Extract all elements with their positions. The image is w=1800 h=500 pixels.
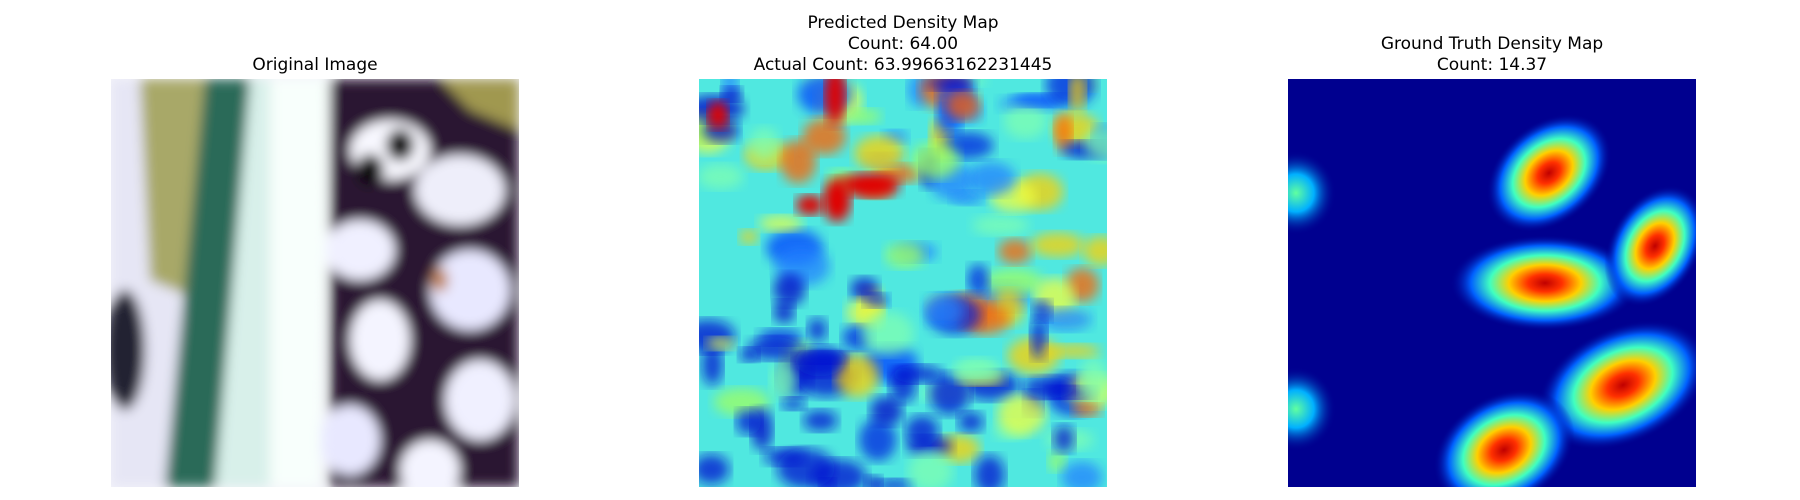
density-blob <box>870 396 904 426</box>
panel-title: Ground Truth Density Map <box>1381 34 1603 54</box>
density-blob <box>997 394 1046 436</box>
original-image <box>111 79 519 487</box>
density-blob <box>892 365 943 384</box>
density-blob <box>1084 125 1107 161</box>
density-blob <box>1030 317 1048 359</box>
panel-title: Original Image <box>252 55 377 75</box>
density-blob <box>780 139 817 184</box>
density-blob <box>777 448 835 487</box>
density-blob <box>738 347 759 362</box>
density-blob <box>854 135 905 172</box>
density-blob <box>967 263 989 296</box>
density-blob <box>875 479 914 487</box>
density-blob <box>861 311 914 355</box>
density-blob <box>773 273 806 306</box>
density-blob <box>1030 232 1085 258</box>
density-blob <box>908 450 953 487</box>
density-blob <box>863 292 889 308</box>
density-blob <box>1022 376 1075 399</box>
density-blob <box>984 268 1043 296</box>
density-blob <box>1054 112 1073 153</box>
density-blob <box>795 346 845 377</box>
density-blob <box>845 108 882 124</box>
density-blob <box>945 90 981 121</box>
density-blob <box>781 397 806 411</box>
density-blob <box>859 418 897 462</box>
density-blob <box>713 388 770 417</box>
density-blob <box>701 344 723 386</box>
density-blob <box>926 79 976 91</box>
density-peak <box>840 173 900 197</box>
ground-truth-density-image <box>1288 79 1696 487</box>
density-blob <box>1072 403 1102 417</box>
density-blob <box>770 361 797 399</box>
density-blob <box>884 242 925 269</box>
density-blob <box>699 164 744 190</box>
density-blob <box>736 408 762 435</box>
panel-title: Count: 14.37 <box>1437 55 1547 75</box>
density-blob <box>1039 307 1092 331</box>
density-blob <box>998 238 1032 265</box>
density-blob <box>1061 461 1103 487</box>
density-blob <box>1079 357 1107 402</box>
density-blob <box>773 300 795 324</box>
density-blob <box>905 415 939 447</box>
density-blob <box>974 455 1005 487</box>
density-blob <box>699 454 730 485</box>
density-blob <box>950 362 1004 384</box>
density-blob <box>835 354 879 398</box>
density-blob <box>802 118 847 155</box>
density-blob <box>1003 104 1048 139</box>
density-blob <box>923 294 965 328</box>
density-blob <box>1053 425 1075 453</box>
density-blob <box>966 161 1016 196</box>
density-blob <box>1031 299 1052 322</box>
density-blob <box>739 229 759 245</box>
density-blob <box>1083 235 1107 266</box>
density-blob <box>958 411 984 433</box>
density-blob <box>929 372 970 415</box>
density-blob <box>803 409 838 432</box>
density-blob <box>807 317 827 342</box>
density-blob <box>972 215 1030 236</box>
density-peak <box>796 195 824 215</box>
density-blob <box>1047 451 1067 472</box>
density-blob <box>1069 79 1086 114</box>
density-peak <box>825 79 845 125</box>
panel-title: Predicted Density Map <box>807 13 998 33</box>
panel-title: Actual Count: 63.99663162231445 <box>754 55 1053 75</box>
density-blob <box>910 141 960 180</box>
density-blob <box>1044 344 1101 359</box>
density-blob <box>706 337 735 351</box>
predicted-density-image <box>699 79 1107 487</box>
density-blob <box>748 127 780 162</box>
density-blob <box>758 215 803 232</box>
density-peak <box>708 101 728 129</box>
panel-title: Count: 64.00 <box>848 34 958 54</box>
density-blob <box>747 337 801 360</box>
